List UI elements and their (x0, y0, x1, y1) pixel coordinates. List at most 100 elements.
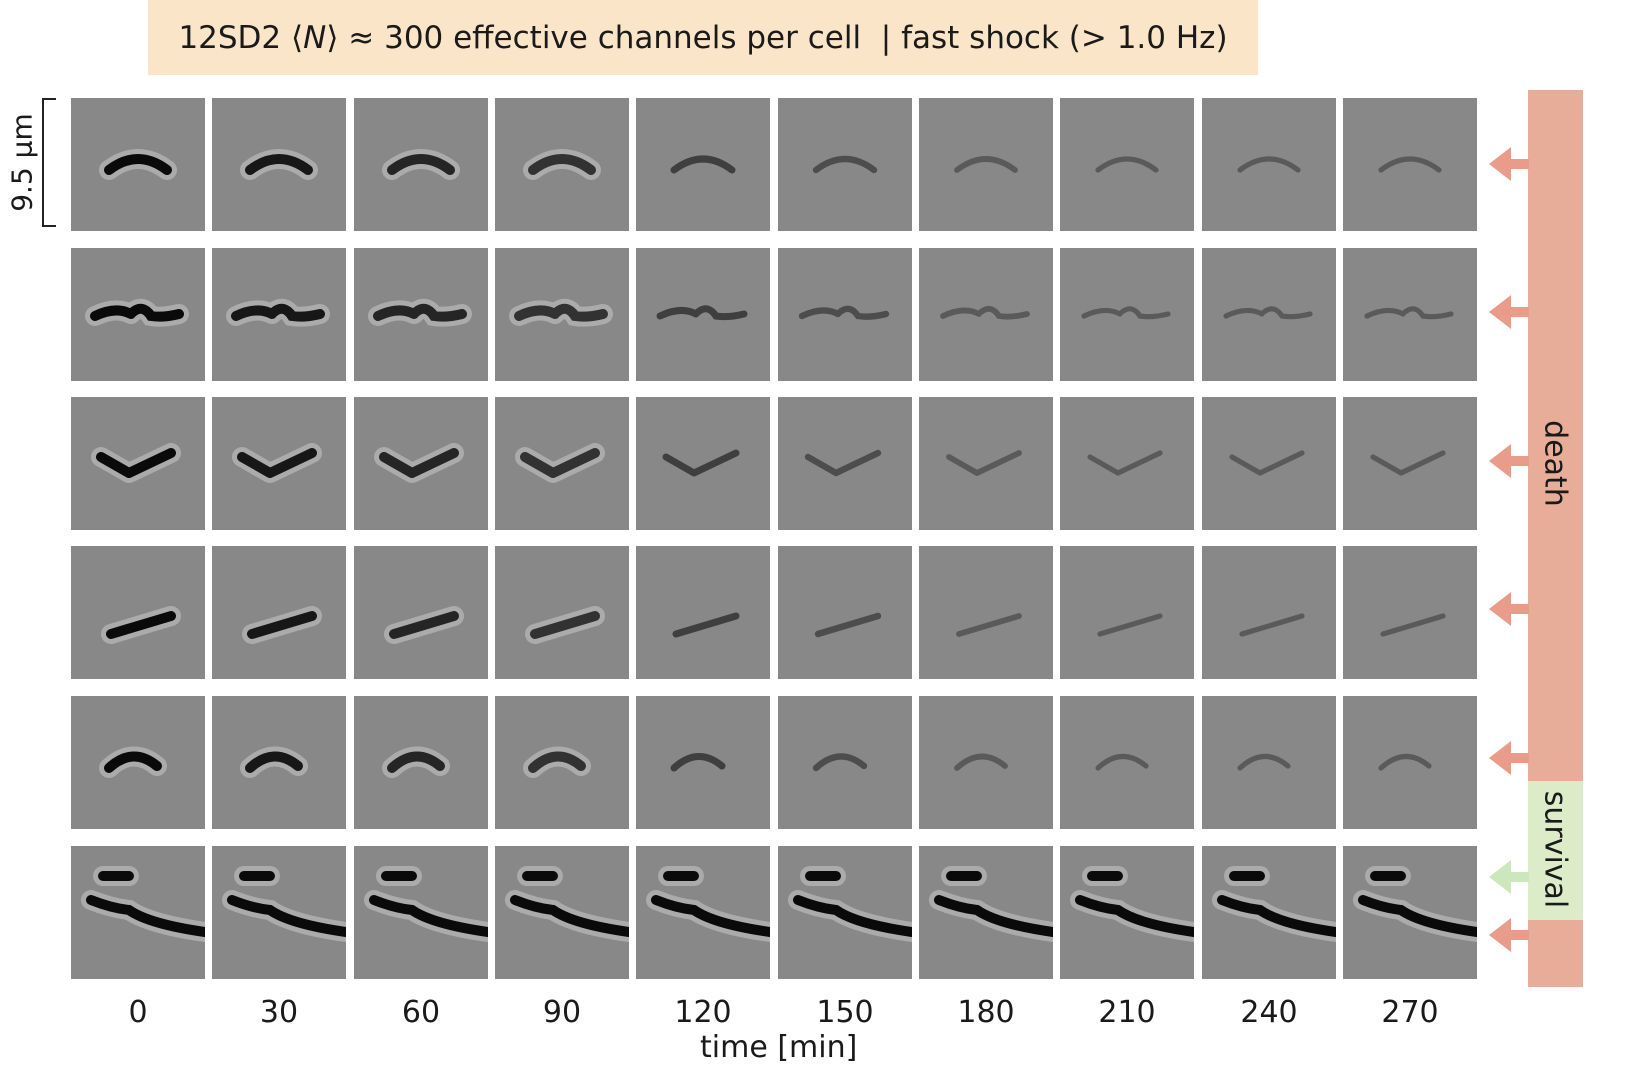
micrograph-tile (1060, 696, 1194, 829)
cell-image (954, 156, 1018, 173)
bacterium (656, 305, 748, 321)
cell-image (1378, 156, 1442, 173)
time-axis-label-text: time [min] (700, 1030, 858, 1065)
micrograph-tile (71, 248, 205, 381)
scale-bar-bracket (42, 98, 56, 227)
cell-image (523, 149, 601, 180)
bacterium (1081, 306, 1171, 320)
cell-image (81, 866, 205, 942)
micrograph-tile (1060, 846, 1194, 979)
cell-image (85, 298, 189, 327)
bacterium (369, 871, 488, 937)
micrograph-tile (1202, 846, 1336, 979)
bacterium (814, 612, 882, 638)
cell-image (670, 753, 726, 772)
micrograph-tile (919, 98, 1053, 231)
cell-image (1229, 450, 1305, 476)
bacterium (1075, 871, 1194, 937)
death-arrow (1489, 592, 1529, 626)
cell-image (1212, 866, 1336, 942)
cell-image (384, 606, 464, 644)
bacterium (1358, 871, 1477, 937)
micrograph-tile (636, 546, 770, 679)
bacterium (672, 612, 740, 638)
title-banner: 12SD2 ⟨ N ⟩ ≈ 300 effective channels per c… (148, 0, 1258, 75)
micrograph-tile (778, 248, 912, 381)
bacterium (670, 753, 726, 772)
cell-image (382, 149, 460, 180)
cell-image (1095, 753, 1149, 771)
cell-image (662, 449, 740, 477)
bacterium (804, 449, 882, 477)
bacterium (237, 448, 317, 478)
cell-image (240, 149, 318, 180)
title-prefix: 12SD2 ⟨ (178, 19, 304, 56)
bacterium (940, 305, 1030, 320)
cell-image (368, 298, 472, 327)
cell-image (1223, 306, 1313, 320)
bacterium (373, 303, 467, 322)
bacterium (1087, 450, 1163, 476)
cell-image (242, 606, 322, 644)
micrograph-tile (636, 397, 770, 530)
survival-segment (1528, 781, 1583, 920)
micrograph-tile (212, 546, 346, 679)
bacterium (528, 751, 586, 773)
cell-image (240, 746, 308, 778)
bacterium (227, 871, 346, 937)
bacterium (1229, 450, 1305, 476)
cell-image (91, 443, 181, 483)
time-tick-label: 120 (674, 995, 732, 1030)
micrograph-tile (354, 397, 488, 530)
time-tick-label: 240 (1240, 995, 1298, 1030)
micrograph-tile (495, 696, 629, 829)
bacterium (1237, 156, 1301, 173)
micrograph-tile (919, 696, 1053, 829)
cell-image (382, 746, 450, 778)
bacterium (1378, 753, 1432, 771)
cell-image (804, 449, 882, 477)
cell-image (656, 305, 748, 321)
micrograph-tile (778, 546, 912, 679)
death-arrow (1489, 147, 1529, 181)
bacterium (798, 305, 890, 320)
cell-image (1370, 450, 1446, 476)
micrograph-tile (1060, 546, 1194, 679)
bacterium (812, 155, 878, 174)
cell-image (1353, 866, 1477, 942)
time-tick-label: 0 (128, 995, 148, 1030)
bacterium (389, 611, 459, 639)
title-n-symbol: N (303, 19, 327, 56)
bacterium (1237, 753, 1291, 771)
micrograph-tile (212, 248, 346, 381)
micrograph-tile (919, 846, 1053, 979)
micrograph-tile (1060, 397, 1194, 530)
time-tick-label: 60 (401, 995, 441, 1030)
bacterium (520, 448, 600, 478)
death-arrow (1489, 444, 1529, 478)
bacterium (528, 154, 596, 175)
cell-image (99, 149, 177, 180)
survival-label: survival (1537, 790, 1573, 909)
bacterium (1217, 871, 1336, 937)
cell-image (1070, 866, 1194, 942)
cell-image (505, 866, 629, 942)
cell-image (1378, 753, 1432, 771)
cell-image (1095, 156, 1159, 173)
cell-image (672, 612, 740, 638)
bacterium (934, 871, 1053, 937)
micrograph-tile (71, 546, 205, 679)
micrograph-tile (1343, 98, 1477, 231)
cell-image (814, 612, 882, 638)
death-arrow (1489, 295, 1529, 329)
bacterium (670, 155, 736, 174)
micrograph-tile (212, 98, 346, 231)
micrograph-tile (495, 546, 629, 679)
bacterium (231, 303, 325, 322)
cell-image (232, 443, 322, 483)
bacterium (1364, 306, 1454, 320)
micrograph-tile (71, 846, 205, 979)
title-middle: ⟩ ≈ 300 effective channels per cell (326, 19, 862, 56)
bacterium (956, 613, 1022, 637)
cell-image (1081, 306, 1171, 320)
